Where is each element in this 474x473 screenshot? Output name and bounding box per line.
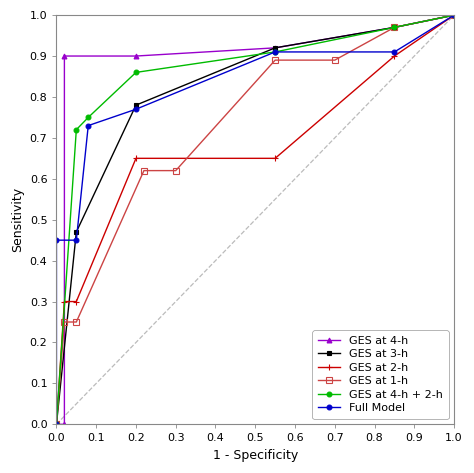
GES at 3-h bbox=[272, 45, 278, 51]
Line: GES at 4-h + 2-h: GES at 4-h + 2-h bbox=[54, 13, 456, 427]
GES at 2-h bbox=[54, 421, 59, 427]
GES at 1-h bbox=[54, 421, 59, 427]
GES at 4-h + 2-h bbox=[85, 114, 91, 120]
GES at 4-h + 2-h bbox=[451, 12, 457, 18]
GES at 4-h + 2-h bbox=[54, 421, 59, 427]
Full Model bbox=[272, 49, 278, 55]
GES at 3-h bbox=[451, 12, 457, 18]
Full Model bbox=[54, 237, 59, 243]
GES at 1-h bbox=[141, 168, 147, 174]
Full Model bbox=[85, 123, 91, 129]
GES at 1-h bbox=[62, 319, 67, 325]
GES at 4-h bbox=[62, 53, 67, 59]
GES at 1-h bbox=[272, 57, 278, 63]
GES at 2-h bbox=[392, 53, 397, 59]
GES at 3-h bbox=[54, 421, 59, 427]
GES at 4-h + 2-h bbox=[272, 49, 278, 55]
GES at 4-h + 2-h bbox=[133, 70, 139, 75]
GES at 2-h bbox=[73, 299, 79, 305]
GES at 4-h bbox=[392, 25, 397, 30]
GES at 4-h bbox=[133, 53, 139, 59]
GES at 4-h bbox=[62, 421, 67, 427]
GES at 2-h bbox=[133, 156, 139, 161]
Full Model bbox=[133, 106, 139, 112]
Y-axis label: Sensitivity: Sensitivity bbox=[11, 187, 24, 252]
X-axis label: 1 - Specificity: 1 - Specificity bbox=[213, 449, 298, 462]
GES at 2-h bbox=[62, 299, 67, 305]
Line: GES at 4-h: GES at 4-h bbox=[54, 13, 456, 427]
GES at 3-h bbox=[392, 25, 397, 30]
GES at 1-h bbox=[451, 12, 457, 18]
Line: GES at 1-h: GES at 1-h bbox=[54, 12, 457, 427]
GES at 1-h bbox=[173, 168, 179, 174]
GES at 2-h bbox=[451, 12, 457, 18]
GES at 4-h bbox=[54, 421, 59, 427]
GES at 2-h bbox=[272, 156, 278, 161]
GES at 4-h + 2-h bbox=[73, 127, 79, 132]
GES at 4-h + 2-h bbox=[54, 421, 59, 427]
GES at 4-h bbox=[451, 12, 457, 18]
GES at 3-h bbox=[73, 229, 79, 235]
GES at 4-h bbox=[272, 45, 278, 51]
Line: GES at 2-h: GES at 2-h bbox=[53, 12, 457, 428]
Line: GES at 3-h: GES at 3-h bbox=[54, 13, 456, 427]
GES at 3-h bbox=[133, 102, 139, 108]
GES at 1-h bbox=[392, 25, 397, 30]
GES at 1-h bbox=[332, 57, 337, 63]
Full Model bbox=[54, 421, 59, 427]
Line: Full Model: Full Model bbox=[54, 13, 456, 427]
GES at 1-h bbox=[73, 319, 79, 325]
GES at 3-h bbox=[54, 421, 59, 427]
Full Model bbox=[392, 49, 397, 55]
Full Model bbox=[73, 237, 79, 243]
GES at 4-h + 2-h bbox=[392, 25, 397, 30]
Legend: GES at 4-h, GES at 3-h, GES at 2-h, GES at 1-h, GES at 4-h + 2-h, Full Model: GES at 4-h, GES at 3-h, GES at 2-h, GES … bbox=[312, 330, 448, 419]
Full Model bbox=[451, 12, 457, 18]
